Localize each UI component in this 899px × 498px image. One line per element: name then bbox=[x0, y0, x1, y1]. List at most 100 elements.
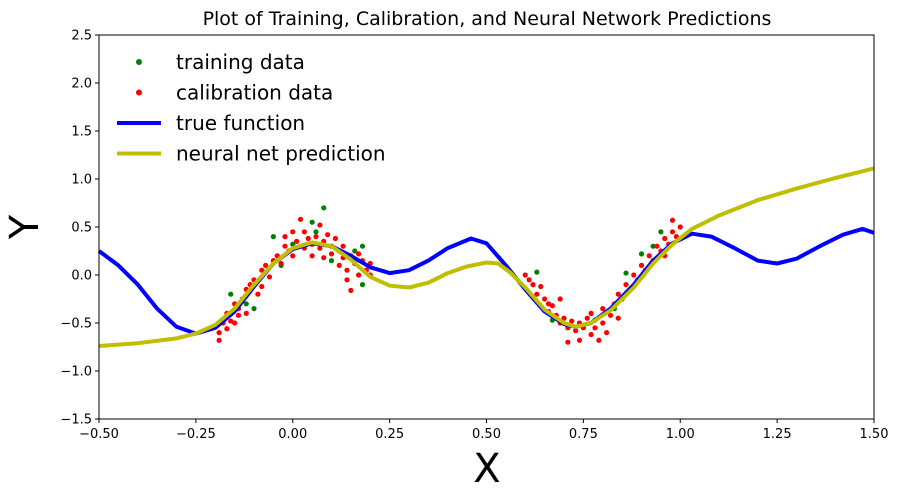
training-data-point bbox=[243, 301, 249, 307]
training-data-point bbox=[228, 291, 234, 297]
calibration-data-points bbox=[216, 216, 683, 345]
calibration-data-point bbox=[332, 235, 338, 242]
calibration-data-point bbox=[565, 339, 571, 345]
training-data-point bbox=[359, 243, 366, 249]
calibration-data-point bbox=[282, 243, 288, 249]
calibration-data-point bbox=[646, 253, 652, 259]
calibration-data-point bbox=[297, 216, 304, 222]
y-tick-label: −1.5 bbox=[60, 413, 92, 428]
calibration-data-point bbox=[328, 251, 335, 257]
training-data-point bbox=[534, 269, 540, 275]
calibration-data-point bbox=[305, 235, 311, 242]
training-data-point bbox=[359, 282, 366, 288]
x-axis-ticks: −0.50 −0.25 0.00 0.25 0.50 0.75 1.00 1.25 1.50 bbox=[79, 419, 888, 442]
calibration-data-point bbox=[278, 260, 284, 267]
calibration-data-point bbox=[224, 326, 230, 332]
training-data-point bbox=[650, 243, 656, 249]
calibration-data-point bbox=[522, 272, 528, 278]
calibration-data-point bbox=[569, 318, 575, 324]
calibration-data-point bbox=[243, 310, 249, 316]
calibration-data-point bbox=[263, 262, 269, 268]
calibration-data-point bbox=[266, 274, 273, 280]
training-data-point bbox=[623, 270, 629, 276]
y-axis-label: Y bbox=[2, 214, 48, 240]
calibration-data-point bbox=[344, 267, 350, 273]
calibration-data-point bbox=[356, 272, 362, 278]
calibration-data-point bbox=[534, 291, 540, 297]
calibration-data-point bbox=[538, 283, 544, 290]
calibration-data-point bbox=[615, 315, 621, 321]
calibration-data-point bbox=[584, 315, 590, 321]
training-data-point bbox=[309, 219, 315, 225]
legend-label-calibration-data: calibration data bbox=[176, 81, 333, 105]
calibration-data-point bbox=[321, 255, 327, 261]
true-function-line bbox=[97, 226, 875, 336]
calibration-data-point bbox=[325, 232, 331, 238]
calibration-data-point bbox=[596, 337, 602, 343]
calibration-data-point bbox=[669, 229, 676, 235]
x-tick-label: 1.25 bbox=[763, 427, 792, 442]
calibration-data-point bbox=[336, 262, 342, 268]
calibration-data-point bbox=[669, 217, 676, 223]
training-data-point bbox=[313, 229, 319, 235]
training-data-point bbox=[328, 258, 335, 264]
x-axis-label: X bbox=[473, 446, 500, 492]
calibration-data-point bbox=[592, 325, 598, 331]
calibration-data-point bbox=[259, 283, 265, 290]
x-tick-label: 0.00 bbox=[278, 427, 307, 442]
calibration-data-point bbox=[313, 234, 319, 240]
calibration-data-point bbox=[282, 234, 288, 240]
calibration-data-point bbox=[290, 253, 296, 259]
calibration-data-point bbox=[631, 272, 637, 278]
training-data-point bbox=[658, 229, 664, 235]
training-data-point bbox=[638, 251, 645, 257]
y-axis-ticks: −1.5 −1.0 −0.5 0.0 0.5 1.0 1.5 2.0 2.5 bbox=[60, 29, 99, 428]
calibration-data-point bbox=[290, 229, 296, 235]
calibration-data-point bbox=[600, 306, 606, 312]
training-data-point bbox=[251, 306, 257, 312]
neural-net-prediction-line bbox=[98, 166, 875, 348]
calibration-data-point bbox=[356, 251, 362, 257]
calibration-data-point bbox=[340, 243, 346, 249]
calibration-data-point bbox=[344, 277, 350, 283]
calibration-data-point bbox=[232, 320, 238, 326]
calibration-data-point bbox=[526, 277, 532, 283]
legend-marker-training-data bbox=[136, 59, 142, 65]
x-tick-label: 0.25 bbox=[375, 427, 404, 442]
legend: training data calibration data true functi… bbox=[117, 50, 386, 166]
training-data-point bbox=[352, 248, 358, 254]
calibration-data-point bbox=[216, 330, 222, 336]
calibration-data-point bbox=[317, 222, 323, 228]
x-tick-label: 0.75 bbox=[569, 427, 598, 442]
calibration-data-point bbox=[542, 296, 548, 302]
calibration-data-point bbox=[662, 235, 668, 242]
calibration-data-point bbox=[576, 337, 583, 343]
calibration-data-point bbox=[615, 291, 621, 297]
y-tick-label: 2.0 bbox=[71, 77, 92, 92]
x-tick-label: −0.25 bbox=[176, 427, 216, 442]
calibration-data-point bbox=[549, 303, 555, 309]
x-tick-label: −0.50 bbox=[79, 427, 119, 442]
calibration-data-point bbox=[317, 245, 323, 251]
y-tick-label: 1.5 bbox=[71, 125, 92, 140]
x-tick-label: 0.50 bbox=[472, 427, 501, 442]
legend-label-neural-net-prediction: neural net prediction bbox=[176, 142, 386, 166]
calibration-data-point bbox=[530, 282, 536, 288]
calibration-data-point bbox=[348, 287, 354, 293]
calibration-data-point bbox=[600, 320, 606, 326]
calibration-data-point bbox=[604, 330, 610, 336]
legend-marker-calibration-data bbox=[136, 89, 142, 96]
calibration-data-point bbox=[561, 315, 567, 321]
training-data-point bbox=[290, 241, 296, 247]
calibration-data-point bbox=[588, 331, 594, 338]
training-data-point bbox=[321, 205, 327, 211]
calibration-data-point bbox=[294, 238, 300, 244]
calibration-data-point bbox=[654, 243, 660, 249]
x-tick-label: 1.00 bbox=[666, 427, 695, 442]
calibration-data-point bbox=[235, 312, 242, 318]
y-tick-label: 0.5 bbox=[71, 221, 92, 236]
calibration-data-point bbox=[216, 337, 222, 343]
y-tick-label: 2.5 bbox=[71, 29, 92, 44]
calibration-data-point bbox=[545, 301, 552, 307]
